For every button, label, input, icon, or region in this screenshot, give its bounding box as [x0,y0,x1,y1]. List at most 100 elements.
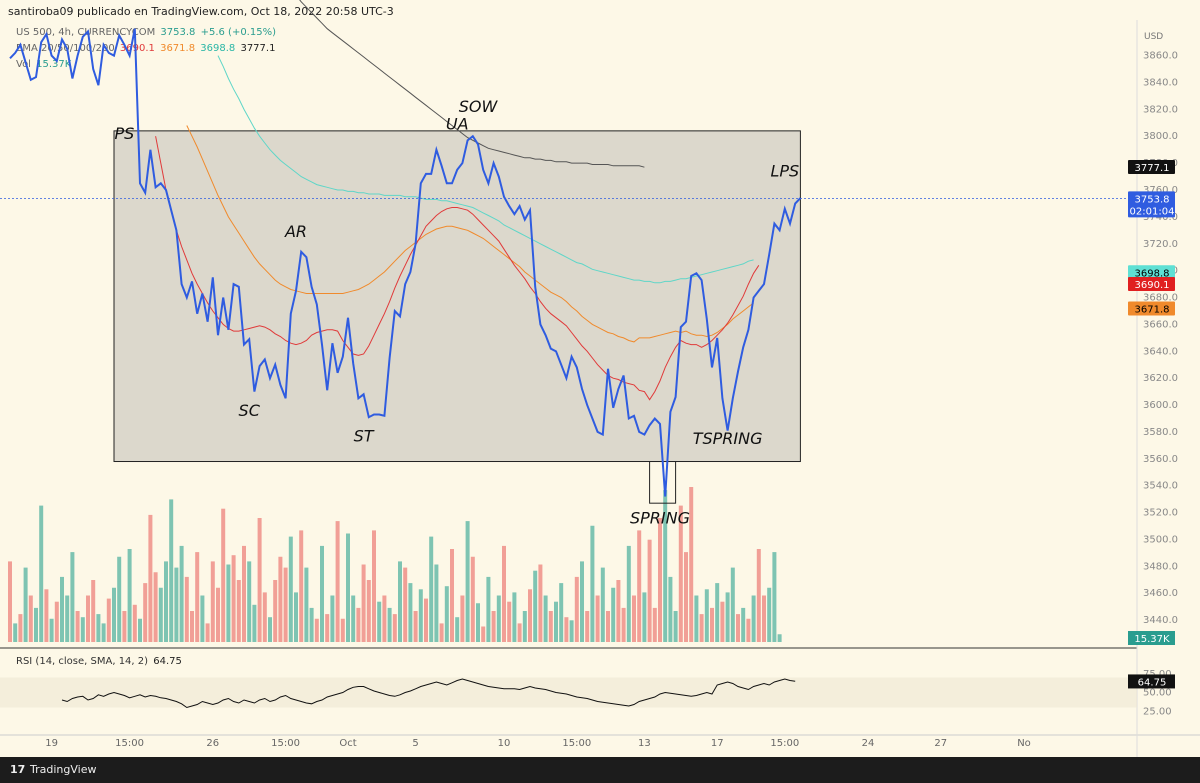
volume-bar [590,525,595,642]
volume-bar [8,561,12,642]
volume-bar [554,601,558,642]
ema20-value: 3690.1 [119,43,155,54]
volume-bar [340,618,345,642]
volume-bar [512,592,517,642]
volume-bar [741,607,746,642]
price-tick-label: 3500.0 [1143,534,1178,545]
volume-bar [574,576,579,642]
volume-bar [18,614,23,642]
rsi-tick-label: 50.00 [1143,688,1172,699]
time-tick-label: 26 [206,738,219,749]
volume-bar [226,564,231,642]
volume-bar [221,508,226,642]
ema20-line [155,136,760,401]
tradingview-brand[interactable]: TradingView [30,763,97,776]
volume-bar [533,570,538,642]
volume-bar [179,545,184,642]
tradingview-logo-icon[interactable]: 17 [10,763,26,776]
volume-bar [96,614,101,642]
volume-bar [756,549,761,642]
symbol-price: 3753.8 [160,27,196,38]
price-tag-label: 3690.1 [1135,280,1170,291]
ema50-line [186,125,754,343]
volume-bar [444,586,449,642]
volume-bar [268,617,272,642]
volume-bar [278,556,283,642]
price-line [9,28,802,497]
volume-bar [372,530,376,642]
price-tag-label: 3671.8 [1135,305,1170,316]
volume-bar [528,589,532,642]
price-tick-label: 3660.0 [1143,319,1178,330]
volume-bar [101,623,106,642]
volume-bar [190,611,194,642]
volume-legend[interactable]: Vol 15.37K [16,59,71,70]
price-tick-label: 3860.0 [1143,51,1178,62]
ema-legend[interactable]: EMA 20/50/100/200 3690.1 3671.8 3698.8 3… [16,43,275,54]
volume-bar [673,611,678,642]
time-tick-label: 13 [638,738,651,749]
volume-bar [216,587,220,642]
volume-bar [777,634,782,642]
volume-bar [28,595,33,642]
volume-bar [205,623,210,642]
volume-bar [751,595,756,642]
volume-bar [392,614,397,642]
price-tick-label: 3720.0 [1143,239,1178,250]
volume-bar [621,607,626,642]
volume-bar [704,589,709,642]
volume-bar [684,552,688,642]
ema50-value: 3671.8 [160,43,196,54]
volume-bar [148,514,153,642]
volume-bar [450,549,454,642]
volume-bar [507,601,512,642]
price-tick-label: 3460.0 [1143,588,1178,599]
footer-bar: 17 TradingView [0,757,1200,783]
volume-bar [413,611,418,642]
rsi-line [61,678,796,709]
annotation-label: AR [284,222,307,241]
volume-bar [725,592,730,642]
price-tag-label: 3777.1 [1135,163,1170,174]
volume-bar [564,617,569,642]
volume-bar [13,623,18,642]
volume-bar [314,618,319,642]
time-tick-label: 15:00 [770,738,799,749]
volume-bar [517,623,522,642]
volume-bar [117,556,122,642]
rsi-tag-label: 64.75 [1138,677,1167,688]
volume-bar [299,530,304,642]
volume-bar [39,505,44,642]
price-tick-label: 3760.0 [1143,185,1178,196]
volume-bar [595,595,600,642]
volume-bar [382,595,387,642]
volume-bar [210,561,215,642]
price-tick-label: 3800.0 [1143,131,1178,142]
price-tag-bg [1128,265,1175,280]
volume-bar [325,614,330,642]
annotation-label: LPS [770,162,799,181]
volume-bar [169,499,174,642]
volume-bar [257,518,262,642]
volume-bar [387,607,392,642]
rsi-legend[interactable]: RSI (14, close, SMA, 14, 2) 64.75 [16,656,182,667]
volume-bar [496,595,501,642]
volume-bar [720,601,725,642]
price-tag-label: 3698.8 [1135,268,1170,279]
volume-bar [465,521,470,642]
price-tag: 3753.802:01:04 [1128,191,1175,218]
volume-bar [403,567,408,642]
volume-bar [236,580,241,642]
volume-bar [481,626,486,642]
time-tick-label: 10 [498,738,511,749]
volume-bar [538,564,543,642]
volume-bar [408,583,413,642]
price-tick-label: 3480.0 [1143,561,1178,572]
annotation-label: SOW [459,97,499,116]
volume-tag-label: 15.37K [1134,634,1170,645]
volume-bar [736,614,740,642]
volume-bar [164,561,168,642]
price-tag-bg [1128,276,1175,291]
volume-bar [377,601,382,642]
